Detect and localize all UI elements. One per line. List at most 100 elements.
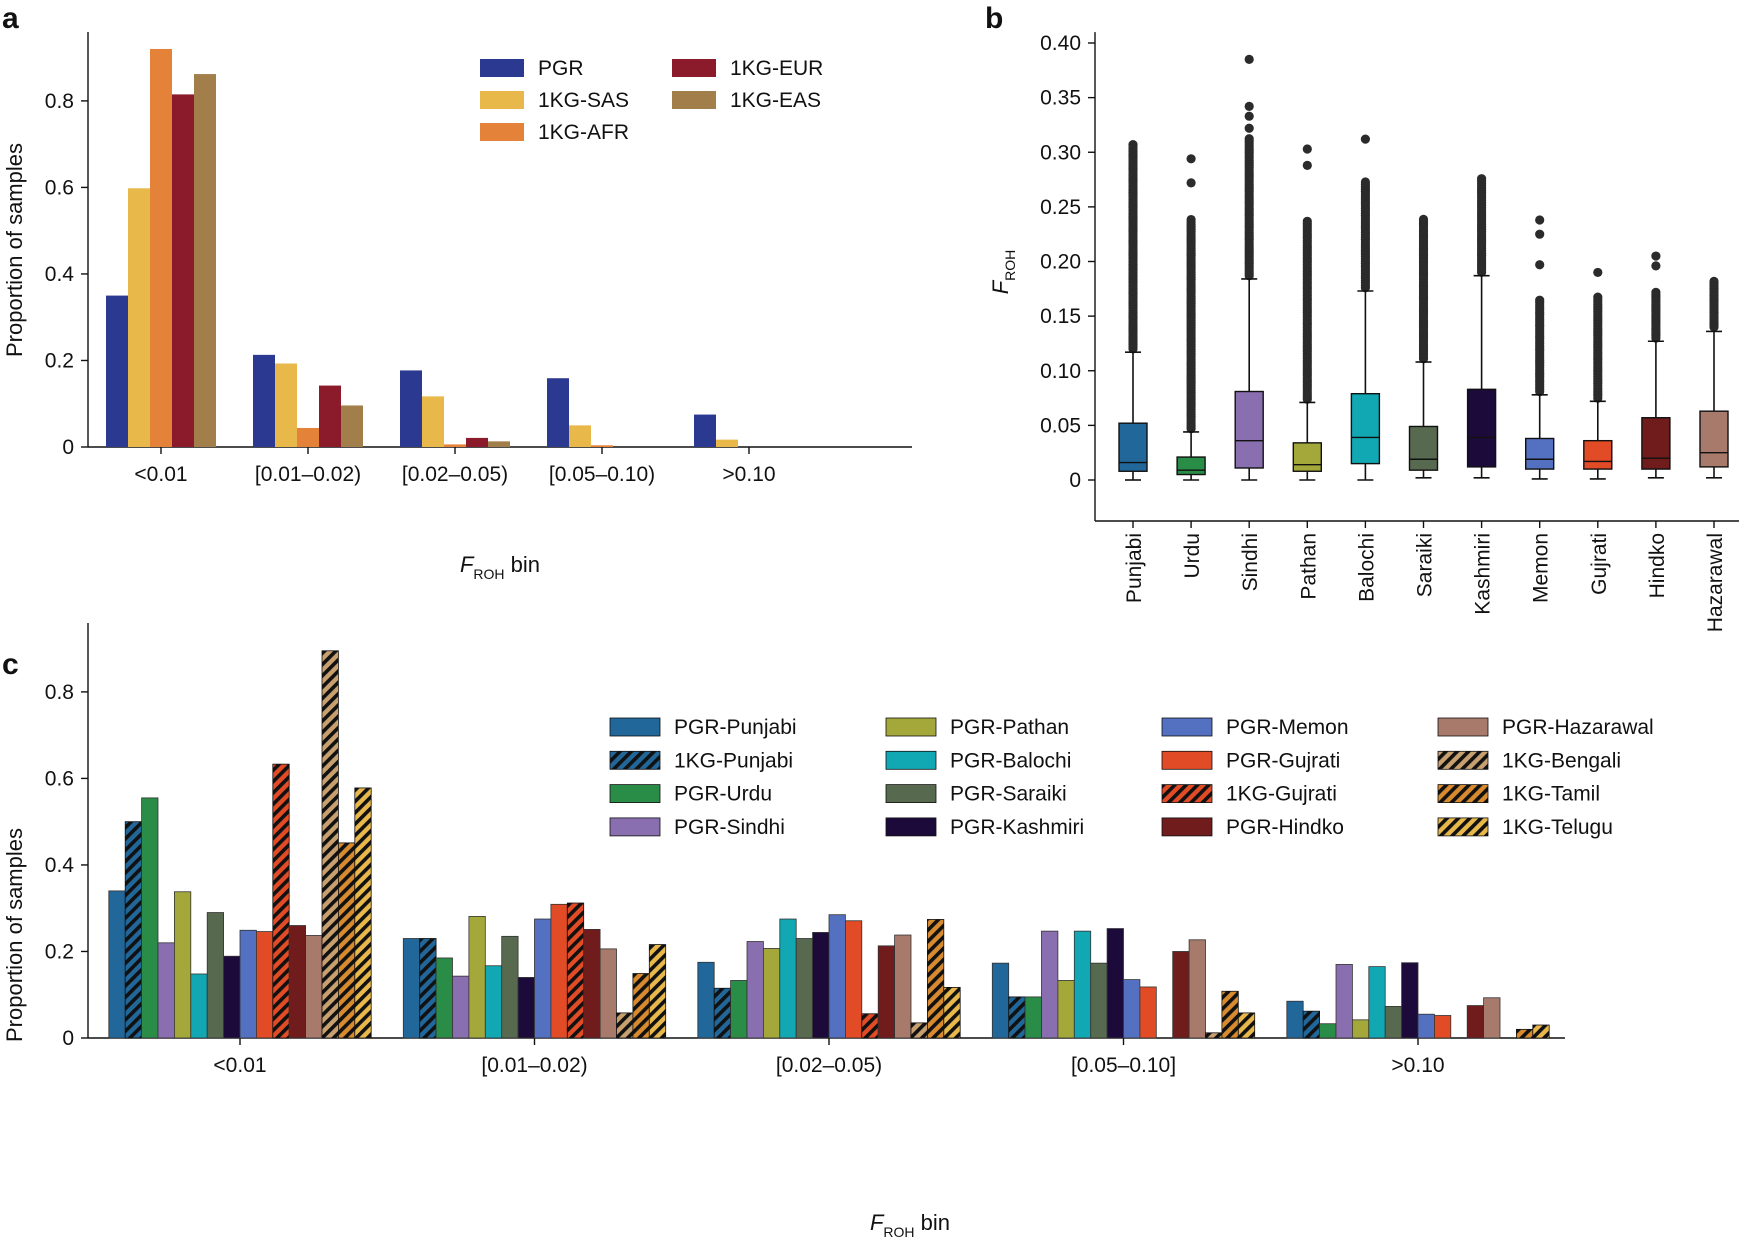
- bar-pgr-kashmiri-0: [223, 955, 241, 1039]
- bar-1kg-tamil-2: [927, 919, 945, 1039]
- outlier-sindhi: [1244, 123, 1254, 133]
- box-hindko: [1641, 417, 1671, 470]
- legend-label-1kg-sas: 1KG-SAS: [538, 89, 629, 112]
- bar-pgr-hazarawal-0: [305, 935, 323, 1039]
- panel-a-xlabel-main: F: [460, 552, 475, 577]
- x-tick-label-balochi: Balochi: [1355, 533, 1378, 602]
- legend-swatch-1kg-tamil: [1437, 784, 1489, 803]
- bar-pgr-kashmiri-1: [517, 977, 535, 1039]
- bar-1kg-eur-2: [466, 437, 488, 447]
- bar-1kg-afr-2: [444, 444, 466, 447]
- bar-pgr-memon-4: [1417, 1013, 1435, 1039]
- panel-c-xlabel-tail: bin: [915, 1210, 950, 1235]
- bar-pgr-saraiki-2: [795, 938, 814, 1039]
- bar-1kg-punjabi-1: [419, 938, 437, 1039]
- outlier-balochi: [1360, 177, 1370, 187]
- outlier-hazarawal: [1709, 276, 1719, 286]
- panel-c-ylabel: Proportion of samples: [2, 828, 27, 1042]
- x-tick-label: <0.01: [213, 1054, 266, 1077]
- panel-b-letter: b: [985, 2, 1003, 35]
- y-tick-label: 0.6: [45, 176, 74, 199]
- outlier-sindhi: [1244, 54, 1254, 64]
- bar-pgr-hindko-2: [877, 945, 896, 1039]
- outlier-sindhi: [1244, 134, 1254, 144]
- legend-swatch-pgr-urdu: [609, 784, 661, 803]
- panel-a-plot: 0 0.2 0.4 0.6 0.8 <0.01 [0.01–0.02) [0.02–0.05)…: [45, 32, 912, 486]
- box-gujrati: [1583, 439, 1613, 470]
- panel-b: b FROH 0 0.05 0.10 0.15 0.20 0.25 0.30 0.35 0.40…: [985, 2, 1739, 632]
- bar-pgr-balochi-4: [1368, 966, 1386, 1039]
- legend-label-1kg-punjabi: 1KG-Punjabi: [674, 749, 793, 772]
- legend-swatch-1kg-sas: [480, 91, 524, 109]
- y-tick-label: 0.25: [1040, 196, 1081, 219]
- y-tick-label: 0.20: [1040, 251, 1081, 274]
- bar-pgr-memon-2: [828, 914, 846, 1039]
- bar-pgr-hindko-1: [583, 929, 601, 1039]
- bar-pgr-hazarawal-3: [1188, 939, 1206, 1039]
- x-tick-label-gujrati: Gujrati: [1588, 533, 1611, 595]
- bar-pgr-kashmiri-2: [812, 932, 830, 1039]
- legend-swatch-pgr-pathan: [885, 717, 937, 737]
- bar-1kg-sas-1: [275, 363, 297, 447]
- legend-swatch-1kg-telugu: [1437, 817, 1489, 837]
- panel-a-xlabel-sub: ROH: [473, 566, 504, 582]
- y-tick-label: 0.15: [1040, 305, 1081, 328]
- panel-c-plot: 0 0.2 0.4 0.6 0.8 <0.01 [0.01–0.02) [0.02–0.05)…: [45, 623, 1654, 1077]
- y-tick-label: 0.05: [1040, 414, 1081, 437]
- legend-label-pgr-gujrati: PGR-Gujrati: [1226, 749, 1340, 772]
- outlier-gujrati: [1593, 267, 1603, 278]
- outlier-memon: [1535, 295, 1545, 305]
- bar-1kg-bengali-0: [321, 650, 339, 1039]
- legend-label-1kg-afr: 1KG-AFR: [538, 121, 629, 144]
- panel-c-xlabel: FROH bin: [870, 1210, 950, 1240]
- box-pathan: [1292, 442, 1323, 472]
- bar-pgr-3: [547, 378, 569, 447]
- y-tick-label: 0.8: [45, 681, 74, 704]
- x-tick-label-hindko: Hindko: [1646, 533, 1669, 598]
- bar-1kg-sas-0: [128, 188, 150, 447]
- x-tick-label-memon: Memon: [1530, 533, 1553, 603]
- box-saraiki: [1408, 425, 1439, 471]
- outlier-pathan: [1302, 160, 1312, 170]
- legend-label-pgr-urdu: PGR-Urdu: [674, 783, 772, 806]
- bar-1kg-gujrati-2: [861, 1013, 879, 1039]
- legend-label-1kg-eas: 1KG-EAS: [730, 89, 821, 112]
- legend-swatch-1kg-eur: [672, 59, 716, 77]
- bar-pgr-pathan-4: [1352, 1019, 1370, 1039]
- outlier-memon: [1535, 229, 1545, 239]
- bar-1kg-telugu-1: [648, 944, 667, 1039]
- x-tick-label-urdu: Urdu: [1181, 533, 1204, 579]
- y-tick-label: 0.30: [1040, 141, 1081, 164]
- bar-1kg-eas-1: [341, 405, 363, 447]
- outlier-punjabi: [1128, 140, 1138, 150]
- y-tick-label: 0.10: [1040, 360, 1081, 383]
- legend-swatch-pgr-saraiki: [885, 784, 937, 803]
- legend-swatch-1kg-gujrati: [1161, 784, 1213, 803]
- panel-a-xlabel: FROH bin: [460, 552, 540, 582]
- box-memon: [1524, 437, 1555, 470]
- bar-pgr-hindko-0: [288, 925, 307, 1039]
- y-tick-label: 0.4: [45, 854, 75, 877]
- y-tick-label: 0: [62, 1027, 74, 1050]
- legend-label-1kg-tamil: 1KG-Tamil: [1502, 783, 1600, 806]
- bar-pgr-urdu-3: [1024, 996, 1042, 1039]
- bar-pgr-4: [694, 414, 716, 447]
- outlier-hindko: [1651, 261, 1661, 271]
- legend-label-pgr-hazarawal: PGR-Hazarawal: [1502, 716, 1654, 739]
- outlier-balochi: [1360, 134, 1370, 144]
- bar-1kg-punjabi-2: [713, 987, 732, 1039]
- bar-pgr-punjabi-4: [1286, 1000, 1304, 1039]
- bar-pgr-hazarawal-4: [1483, 997, 1501, 1039]
- x-tick-label-sindhi: Sindhi: [1239, 533, 1262, 591]
- bar-pgr-saraiki-1: [501, 935, 519, 1039]
- legend-swatch-pgr-hindko: [1161, 817, 1213, 837]
- bar-pgr-urdu-2: [730, 980, 748, 1039]
- x-tick-label-pathan: Pathan: [1297, 533, 1320, 600]
- bar-pgr-memon-3: [1123, 979, 1141, 1039]
- outlier-saraiki: [1418, 214, 1429, 224]
- panel-c-xlabel-main: F: [870, 1210, 885, 1235]
- legend-label-1kg-eur: 1KG-EUR: [730, 57, 823, 80]
- legend-label-1kg-gujrati: 1KG-Gujrati: [1226, 783, 1337, 806]
- bar-pgr-punjabi-0: [108, 890, 126, 1039]
